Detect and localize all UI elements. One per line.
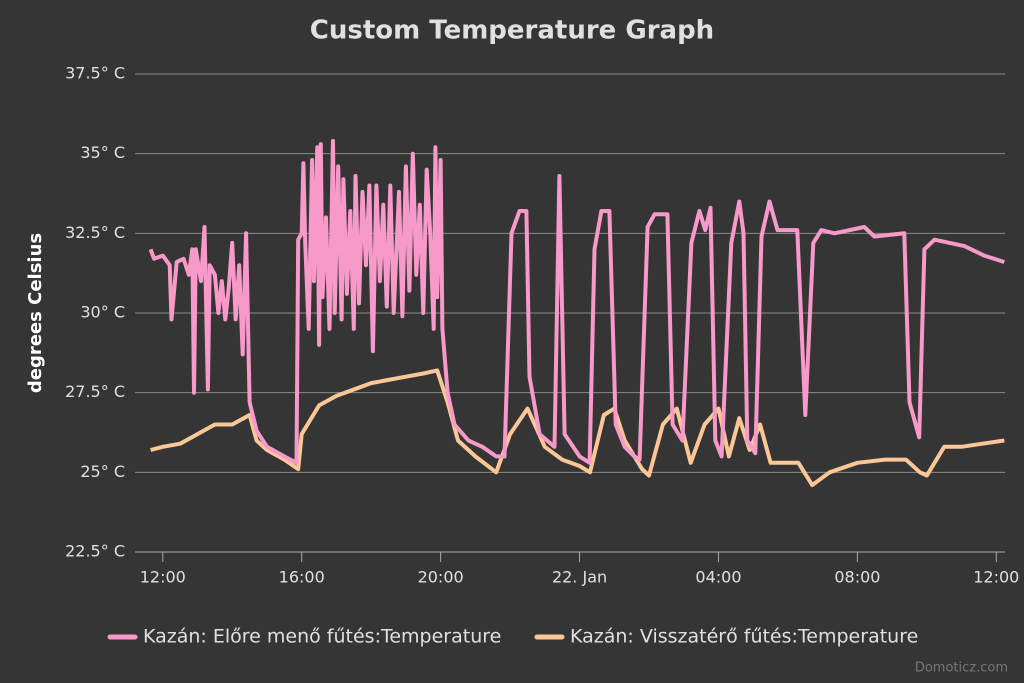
x-tick-label: 12:00 (973, 568, 1019, 587)
legend-label: Kazán: Előre menő fűtés:Temperature (143, 626, 501, 648)
x-tick-label: 04:00 (695, 568, 741, 587)
chart-title: Custom Temperature Graph (310, 16, 714, 46)
x-tick-label: 20:00 (418, 568, 464, 587)
x-tick-label: 22. Jan (552, 568, 607, 587)
series-line (150, 368, 1005, 488)
x-tick-label: 16:00 (279, 568, 325, 587)
series-line (148, 138, 1005, 465)
y-tick-label: 30° C (80, 303, 125, 322)
y-tick-label: 27.5° C (65, 382, 125, 401)
y-tick-label: 25° C (80, 462, 125, 481)
y-axis-title: degrees Celsius (25, 233, 46, 393)
credit: Domoticz.com (915, 661, 1008, 676)
x-tick-label: 08:00 (834, 568, 880, 587)
y-tick-label: 37.5° C (65, 64, 125, 83)
legend-label: Kazán: Visszatérő fűtés:Temperature (570, 626, 918, 648)
y-tick-label: 22.5° C (65, 542, 125, 561)
y-tick-label: 35° C (80, 143, 125, 162)
y-tick-label: 32.5° C (65, 223, 125, 242)
x-tick-label: 12:00 (140, 568, 186, 587)
